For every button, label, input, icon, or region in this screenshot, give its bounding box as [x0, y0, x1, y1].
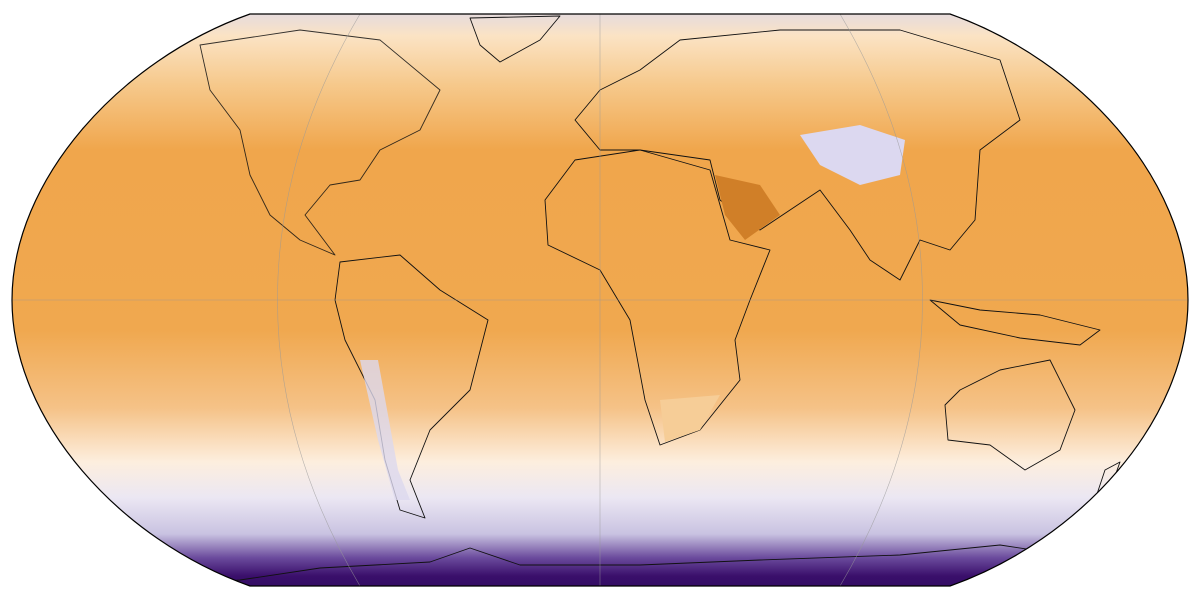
africa [544, 149, 771, 446]
southern-africa [660, 395, 720, 442]
greenland [469, 15, 561, 63]
arabia [715, 175, 780, 240]
south-america [334, 254, 489, 519]
map-outline [11, 13, 1189, 587]
meridian [839, 14, 923, 586]
land [12, 15, 1188, 586]
indonesia [929, 299, 1101, 346]
meridian [277, 14, 361, 586]
tibet [800, 125, 905, 185]
antarctica [12, 544, 1188, 586]
north-america [199, 29, 441, 256]
australia [944, 359, 1076, 471]
andes [360, 360, 410, 500]
eurasia [574, 29, 1021, 281]
